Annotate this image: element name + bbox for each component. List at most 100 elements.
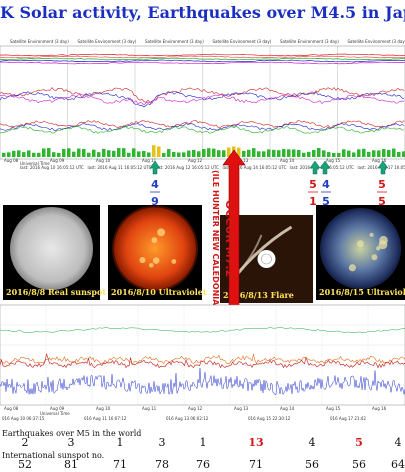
- kp-index-bar: [282, 149, 286, 157]
- top-x-tick: Aug 11: [142, 158, 157, 163]
- kp-index-bar: [22, 152, 26, 157]
- top-x-tick: Aug 16: [372, 158, 387, 163]
- kp-index-bar: [27, 150, 31, 157]
- electron-flux-line: [0, 368, 405, 396]
- proton-flux-line: [0, 53, 405, 57]
- proton-flux-line: [0, 59, 405, 63]
- kp-index-bar: [122, 148, 126, 157]
- green-up-arrow: [377, 160, 389, 175]
- bottom-x-tick: Aug 15: [326, 406, 341, 411]
- kp-index-bar: [312, 149, 316, 157]
- bottom-panel-frame: [0, 304, 405, 406]
- kp-index-bar: [142, 151, 146, 157]
- sunspot-number: 71: [249, 458, 263, 471]
- kp-index-bar: [137, 151, 141, 157]
- sunspot-number: 52: [18, 458, 32, 471]
- kp-index-bar: [12, 150, 16, 157]
- kp-index-bar: [342, 149, 346, 157]
- kp-index-bar: [187, 150, 191, 157]
- top-x-tick: Aug 08: [4, 158, 19, 163]
- earthquake-count: 4: [308, 436, 316, 449]
- kp-index-bar: [237, 147, 241, 157]
- annotation-number: 1: [309, 195, 317, 208]
- sunspot-number: 76: [196, 458, 210, 471]
- kp-index-bar: [322, 150, 326, 157]
- kp-index-bar: [82, 148, 86, 157]
- active-region: [149, 262, 154, 268]
- kp-index-bar: [207, 148, 211, 157]
- kp-index-bar: [172, 152, 176, 157]
- magnetometer-line: [0, 94, 405, 106]
- sunspot-number: 81: [64, 458, 78, 471]
- sunspot-number: 71: [113, 458, 127, 471]
- sun-disk: [322, 210, 399, 287]
- panel-header: Satellite Environment (3 day): [145, 39, 204, 44]
- active-region: [356, 240, 364, 248]
- active-region: [369, 232, 374, 237]
- kp-index-bar: [372, 150, 376, 157]
- top-x-tick: Aug 10: [96, 158, 111, 163]
- kp-index-bar: [307, 151, 311, 157]
- kp-index-bar: [247, 149, 251, 157]
- bottom-footer-stamp: 016 Aug 15 22:30:12: [248, 416, 291, 421]
- bottom-x-tick: Aug 10: [96, 406, 111, 411]
- magnetometer-line: [0, 87, 405, 103]
- kp-index-bar: [157, 146, 161, 157]
- bottom-x-tick: Aug 13: [234, 406, 249, 411]
- kp-index-bar: [337, 152, 341, 157]
- proton-flux-line: [0, 55, 405, 59]
- kp-index-bar: [392, 148, 396, 157]
- kp-index-bar: [52, 152, 56, 157]
- bottom-footer-stamp: 016 Aug 17 21:42: [330, 416, 366, 421]
- annotation-number: 5: [378, 178, 386, 191]
- green-up-arrow: [319, 160, 331, 175]
- active-region: [371, 254, 378, 261]
- footer-stamp: last: 2016 Aug 12 16:05:12 UTC: [155, 165, 219, 170]
- chart-title: K Solar activity, Earthquakes over M4.5 …: [0, 3, 405, 22]
- xray-flux-line: [0, 353, 405, 369]
- earthquake-count: 3: [158, 436, 166, 449]
- kp-index-bar: [287, 149, 291, 157]
- kp-index-bar: [402, 151, 405, 157]
- kp-index-bar: [87, 152, 91, 157]
- kp-index-bar: [242, 150, 246, 157]
- occulting-disk: [257, 250, 276, 268]
- occur-label: OCCUR M7.2: [223, 200, 236, 277]
- earthquake-count: 13: [248, 436, 264, 449]
- kp-index-bar: [102, 148, 106, 157]
- kp-index-bar: [202, 148, 206, 157]
- earthquake-count: 4: [394, 436, 402, 449]
- kp-index-bar: [147, 152, 151, 157]
- bottom-footer-stamp: 016 Aug 10 06:37:15: [2, 416, 45, 421]
- active-region: [152, 257, 160, 264]
- kp-index-bar: [332, 152, 336, 157]
- bottom-footer-stamp: 016 Aug 13 06:02:12: [166, 416, 209, 421]
- kp-index-bar: [297, 149, 301, 157]
- kp-index-bar: [277, 150, 281, 157]
- kp-index-bar: [272, 149, 276, 157]
- top-x-tick: Aug 09: [50, 158, 65, 163]
- footer-stamp: last: 2016 Aug 11 16:05:12 UTC: [88, 165, 152, 170]
- image-caption: 2016/8/8 Real sunspot: [6, 287, 106, 297]
- kp-index-bar: [292, 149, 296, 157]
- active-region: [378, 240, 388, 250]
- active-region: [139, 257, 146, 264]
- bottom-x-tick: Aug 14: [280, 406, 295, 411]
- sunspot-number: 56: [305, 458, 319, 471]
- annotation-number: 4: [151, 178, 159, 191]
- kp-index-bar: [367, 151, 371, 157]
- top-x-tick: Aug 14: [280, 158, 295, 163]
- solar-image: 2016/8/15 Ultraviolet: [316, 205, 405, 300]
- proton-flux-line: [0, 57, 405, 61]
- footer-stamp: last: 2016 Aug 14 16:05:12 UTC: [223, 165, 287, 170]
- bottom-footer-stamp: 016 Aug 11 16:07:12: [84, 416, 127, 421]
- earthquake-count: 1: [199, 436, 207, 449]
- earthquake-count: 5: [355, 436, 363, 449]
- kp-index-bar: [7, 152, 11, 157]
- kp-index-bar: [127, 152, 131, 157]
- kp-index-bar: [217, 150, 221, 157]
- kp-index-bar: [97, 152, 101, 157]
- satellite-environment-panel: Satellite Environment (3 day) Satellite E…: [0, 39, 405, 170]
- bottom-x-tick: Aug 11: [142, 406, 157, 411]
